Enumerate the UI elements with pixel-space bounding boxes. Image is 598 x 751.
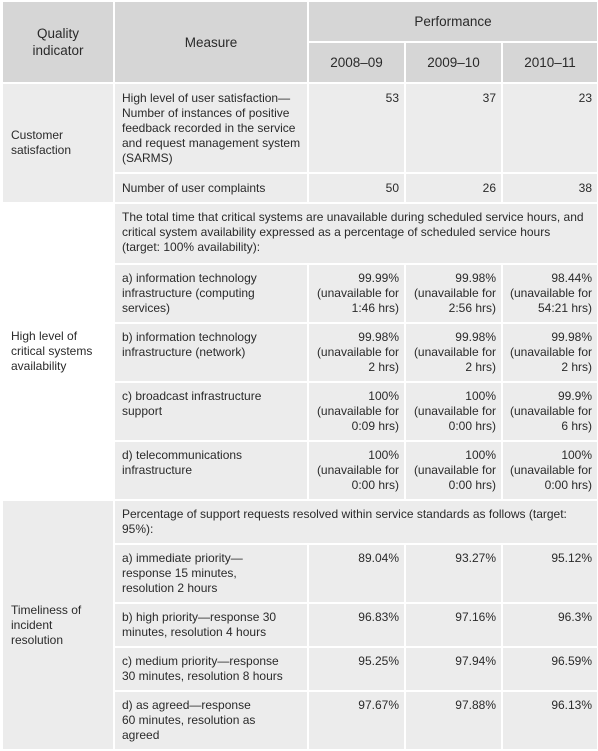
value-cell: 100% (unavailable for 0:09 hrs) (307, 381, 406, 442)
value-cell: 99.98% (unavailable for 2 hrs) (404, 322, 503, 383)
value-cell: 99.9% (unavailable for 6 hrs) (500, 381, 598, 442)
table-row: a) information technology infrastructure… (2, 263, 598, 324)
measure-cell: High level of user satisfaction—Number o… (113, 82, 309, 174)
table-row: b) information technology infrastructure… (2, 322, 598, 383)
measure-cell: d) telecommunications infrastructure (113, 440, 309, 501)
value-cell: 100% (unavailable for 0:00 hrs) (500, 440, 598, 501)
value-cell: 97.67% (307, 690, 406, 751)
value-cell: 37 (404, 82, 503, 174)
section-intro: The total time that critical systems are… (112, 202, 598, 265)
value-cell: 100% (unavailable for 0:00 hrs) (404, 440, 503, 501)
value-cell: 97.16% (404, 602, 503, 648)
value-cell: 95.12% (500, 543, 598, 604)
measure-cell: c) broadcast infrastructure support (113, 381, 309, 442)
quality-indicator-header-text: Quality indicator (32, 26, 84, 58)
measure-cell: c) medium priority—response 30 minutes, … (113, 646, 309, 692)
year-header-2009-10: 2009–10 (404, 41, 503, 84)
value-cell: 96.13% (500, 690, 598, 751)
table-row: c) medium priority—response 30 minutes, … (2, 646, 598, 692)
indicator-customer-satisfaction: Customer satisfaction (1, 82, 115, 204)
value-cell: 38 (500, 172, 598, 204)
measure-cell: a) information technology infrastructure… (113, 263, 309, 324)
measure-cell: a) immediate priority—response 15 minute… (113, 543, 309, 604)
value-cell: 89.04% (307, 543, 406, 604)
measure-cell: b) information technology infrastructure… (113, 322, 309, 383)
value-cell: 99.99% (unavailable for 1:46 hrs) (307, 263, 406, 324)
value-cell: 95.25% (307, 646, 406, 692)
value-cell: 50 (307, 172, 406, 204)
table-row: b) high priority—response 30 minutes, re… (2, 602, 598, 648)
measure-header: Measure (113, 0, 309, 84)
table-row: Customer satisfaction High level of user… (1, 82, 598, 204)
performance-header: Performance (306, 0, 598, 43)
year-header-2010-11: 2010–11 (500, 41, 598, 84)
value-cell: 97.88% (404, 690, 503, 751)
value-cell: 99.98% (unavailable for 2 hrs) (307, 322, 406, 383)
value-cell: 96.83% (307, 602, 406, 648)
measure-cell: d) as agreed—response 60 minutes, resolu… (113, 690, 309, 751)
value-cell: 96.59% (500, 646, 598, 692)
value-cell: 98.44% (unavailable for 54:21 hrs) (500, 263, 598, 324)
value-cell: 99.98% (unavailable for 2:56 hrs) (404, 263, 503, 324)
value-cell: 23 (500, 82, 598, 174)
value-cell: 96.3% (500, 602, 598, 648)
section-intro: Percentage of support requests resolved … (112, 499, 598, 545)
table-row: a) immediate priority—response 15 minute… (2, 543, 598, 604)
table-row: d) telecommunications infrastructure 100… (2, 440, 598, 501)
indicator-timeliness-incident-resolution: Timeliness of incident resolution (1, 499, 115, 751)
quality-indicator-header: Quality indicator (1, 0, 115, 84)
value-cell: 26 (404, 172, 503, 204)
table-row: Number of user complaints 50 26 38 (2, 172, 598, 204)
value-cell: 93.27% (404, 543, 503, 604)
year-header-2008-09: 2008–09 (307, 41, 406, 84)
value-cell: 53 (307, 82, 406, 174)
value-cell: 99.98% (unavailable for 2 hrs) (500, 322, 598, 383)
measure-cell: Number of user complaints (113, 172, 309, 204)
table-row: c) broadcast infrastructure support 100%… (2, 381, 598, 442)
value-cell: 97.94% (404, 646, 503, 692)
table-row: Timeliness of incident resolution Percen… (1, 499, 598, 751)
value-cell: 100% (unavailable for 0:00 hrs) (307, 440, 406, 501)
value-cell: 100% (unavailable for 0:00 hrs) (404, 381, 503, 442)
indicator-critical-systems-availability: High level of critical systems availabil… (1, 202, 115, 501)
measure-cell: b) high priority—response 30 minutes, re… (113, 602, 309, 648)
table-row: High level of critical systems availabil… (1, 202, 598, 501)
